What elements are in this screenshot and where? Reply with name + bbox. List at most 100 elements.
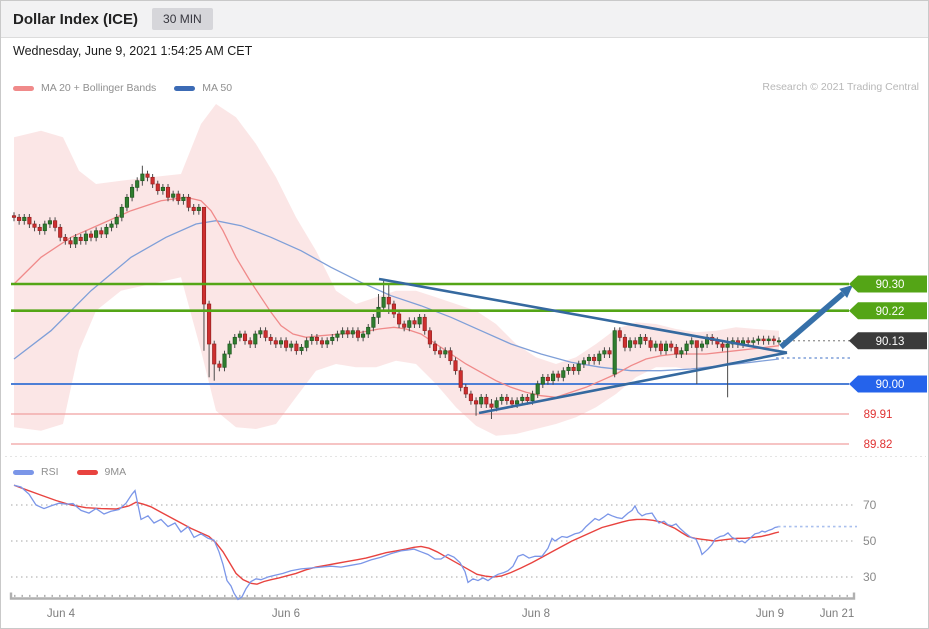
ma50-line	[13, 220, 780, 372]
candle-down	[556, 373, 561, 378]
candle-up	[699, 343, 705, 348]
candle-up	[551, 373, 556, 382]
price-tag-90.30	[849, 275, 927, 293]
candle-down	[694, 340, 699, 348]
candle-up	[566, 366, 571, 371]
legend-item-rsi: RSI	[13, 466, 59, 478]
candle-down	[150, 176, 155, 185]
candle-down	[165, 186, 171, 198]
candle-down	[319, 340, 325, 345]
candle-down	[453, 360, 458, 372]
candle-down	[489, 403, 494, 408]
candle-up	[381, 296, 386, 308]
time-axis	[9, 592, 856, 600]
candle-up	[740, 340, 746, 345]
candle-up	[443, 350, 448, 355]
9ma-swatch-icon	[76, 469, 98, 475]
candle-down	[448, 350, 453, 362]
candle-down	[68, 240, 73, 245]
candle-down	[397, 313, 402, 325]
candle-down	[674, 346, 679, 355]
candle-up	[181, 196, 186, 201]
rsi-legend: RSI 9MA	[13, 466, 126, 478]
timeframe-badge: 30 MIN	[152, 8, 213, 30]
candle-down	[592, 356, 597, 361]
candle-down	[746, 340, 751, 343]
copyright-credit: Research © 2021 Trading Central	[762, 81, 919, 93]
candle-up	[340, 330, 345, 335]
candle-down	[78, 236, 83, 241]
chart-text: 90.13	[876, 336, 905, 348]
forecast-arrow-head-icon	[839, 285, 853, 298]
candle-down	[484, 396, 489, 405]
candle-down	[720, 343, 725, 348]
candle-up	[756, 338, 761, 342]
candle-down	[474, 400, 479, 405]
candle-down	[284, 340, 289, 348]
candle-up	[304, 340, 309, 348]
candle-up	[289, 343, 294, 348]
candle-down	[186, 196, 191, 208]
price-tag-90.22	[849, 302, 927, 320]
candle-up	[114, 216, 119, 225]
chart-text: Jun 8	[522, 608, 550, 620]
candle-up	[171, 193, 176, 198]
chart-text: 89.82	[864, 439, 893, 451]
ma20-bollinger-swatch-icon	[13, 85, 34, 91]
chart-text: Jun 4	[47, 608, 76, 620]
candle-up	[530, 393, 535, 402]
ma20-line	[13, 196, 780, 398]
candle-down	[345, 330, 350, 335]
candle-down	[145, 173, 150, 178]
candle-up	[325, 340, 330, 345]
candle-down	[633, 340, 638, 345]
candle-down	[658, 343, 663, 352]
candle-up	[258, 330, 263, 335]
candle-down	[314, 336, 319, 341]
candle-down	[273, 340, 278, 345]
candle-up	[597, 353, 602, 362]
candle-up	[376, 306, 381, 318]
chart-text: 90.22	[876, 306, 905, 318]
candle-down	[715, 340, 720, 345]
candle-up	[730, 340, 735, 345]
candle-up	[253, 333, 258, 345]
chart-text: Jun 6	[272, 608, 300, 620]
candle-up	[73, 236, 78, 245]
header-bar: Dollar Index (ICE) 30 MIN	[1, 1, 928, 38]
ma50-swatch-icon	[174, 85, 196, 91]
candle-up	[638, 336, 643, 345]
candle-up	[663, 343, 669, 352]
candle-down	[458, 370, 463, 388]
ma50-label: MA 50	[202, 82, 233, 94]
chart-text: 70	[863, 498, 877, 512]
chart-text: Jun 21	[820, 608, 855, 620]
candle-down	[761, 338, 766, 342]
candle-down	[37, 226, 42, 231]
candle-up	[361, 333, 366, 338]
candle-up	[689, 340, 694, 345]
candle-up	[309, 336, 314, 341]
candle-down	[58, 226, 63, 238]
candle-up	[94, 230, 99, 238]
candle-down	[771, 338, 776, 342]
chart-text: 89.91	[864, 409, 893, 421]
candle-down	[268, 336, 273, 341]
candle-up	[561, 370, 566, 378]
candle-up	[330, 336, 335, 341]
candle-down	[648, 340, 653, 348]
candle-up	[628, 340, 633, 348]
candle-down	[32, 223, 37, 228]
legend-item-ma20-bollinger: MA 20 + Bollinger Bands	[13, 82, 156, 94]
candle-down	[391, 303, 396, 315]
candle-up	[766, 338, 771, 342]
date-row: Wednesday, June 9, 2021 1:54:25 AM CET	[1, 38, 928, 64]
candle-up	[222, 353, 227, 368]
legend-item-ma50: MA 50	[174, 82, 232, 94]
candle-down	[432, 343, 438, 352]
trendline-ascending-support	[478, 351, 788, 415]
legend-item-9ma: 9MA	[76, 466, 126, 478]
rsi-line	[13, 484, 780, 601]
